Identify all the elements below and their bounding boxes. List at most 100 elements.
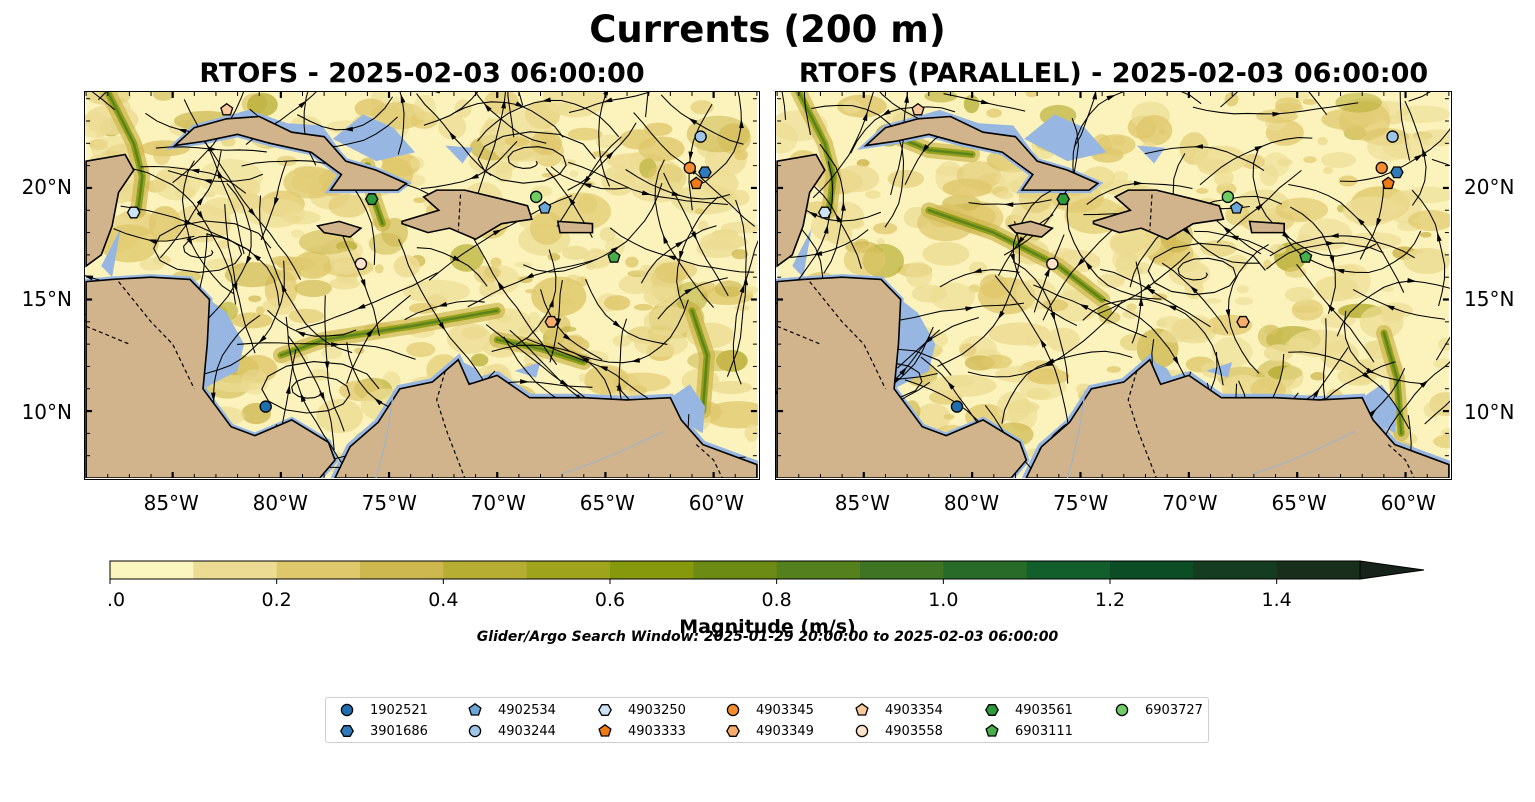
legend-item: 4903333 — [594, 721, 686, 741]
panel-title-rtofs-parallel: RTOFS (PARALLEL) - 2025-02-03 06:00:00 — [798, 58, 1429, 89]
colorbar-segment — [693, 561, 778, 579]
lat-tick-label-right: 10°N — [1464, 399, 1515, 424]
float-marker-6903727 — [529, 190, 543, 204]
legend-marker — [468, 724, 482, 738]
float-marker-4903345 — [1375, 161, 1388, 175]
legend-label: 3901686 — [370, 723, 428, 739]
float-marker-4902534 — [538, 201, 552, 214]
legend-item: 3901686 — [336, 721, 428, 741]
float-marker-4903333 — [1381, 176, 1395, 190]
hexagon-marker-icon — [726, 725, 740, 737]
pentagon-marker-icon — [985, 723, 999, 737]
legend-marker — [1115, 703, 1129, 717]
colorbar-segment — [1110, 561, 1194, 579]
legend-item: 4903244 — [464, 721, 556, 741]
lat-tick-label-left: 15°N — [21, 287, 72, 312]
circle-marker-icon — [855, 724, 869, 738]
legend-item: 4902534 — [464, 700, 556, 720]
float-marker-4903558 — [354, 257, 368, 271]
colorbar-segment — [1193, 561, 1278, 579]
legend-item: 4903345 — [722, 700, 814, 720]
float-marker-4903333 — [689, 176, 703, 190]
colorbar-tick-label: 1.0 — [928, 589, 958, 611]
hexagon-marker-icon — [598, 704, 612, 716]
lon-tick-label: 70°W — [470, 491, 526, 515]
legend-marker — [726, 703, 740, 717]
lon-tick-label: 70°W — [1162, 491, 1218, 515]
legend-item: 1902521 — [336, 700, 428, 720]
legend-marker — [726, 725, 740, 737]
legend-item: 6903111 — [981, 721, 1073, 741]
map-canvas — [85, 92, 758, 478]
lat-tick-label-left: 20°N — [21, 174, 72, 199]
hexagon-marker-icon — [340, 725, 354, 737]
colorbar-segment — [110, 561, 194, 579]
float-marker-4903244 — [1386, 130, 1399, 143]
float-marker-1902521 — [259, 400, 272, 413]
land-cuba — [863, 115, 1100, 191]
float-marker-4903354 — [220, 102, 234, 116]
land-cuba — [172, 115, 408, 191]
legend-item: 4903250 — [594, 700, 686, 720]
colorbar-tick-label: 1.2 — [1095, 589, 1125, 611]
colorbar-segment — [1276, 561, 1361, 579]
float-marker-4903345 — [683, 161, 697, 175]
float-marker-4902534 — [1229, 201, 1244, 214]
colorbar-tick-label: 1.4 — [1262, 589, 1292, 611]
legend-marker — [598, 704, 612, 716]
land-hispaniola — [1092, 189, 1225, 241]
float-marker-6903111 — [1299, 250, 1313, 263]
colorbar-segment — [860, 561, 944, 579]
land-puertoRico — [556, 220, 594, 234]
legend-marker — [855, 724, 869, 738]
legend-label: 1902521 — [370, 702, 428, 718]
land-puertoRico — [1248, 220, 1285, 234]
hexagon-marker-icon — [985, 704, 999, 716]
lon-tick-label: 60°W — [688, 491, 744, 515]
lon-tick-label: 60°W — [1380, 491, 1436, 515]
float-marker-4903244 — [694, 130, 707, 143]
colorbar-segment — [943, 561, 1028, 579]
legend-item: 6903727 — [1111, 700, 1203, 720]
pentagon-marker-icon — [598, 723, 612, 737]
colorbar-tick-label: 0.4 — [428, 589, 458, 611]
colorbar-extend-arrow — [1359, 560, 1425, 580]
legend-item: 4903349 — [722, 721, 814, 741]
lat-tick-label-right: 20°N — [1464, 174, 1515, 199]
land-yucatan — [776, 153, 826, 268]
lon-tick-label: 65°W — [1271, 491, 1327, 515]
float-marker-4903349 — [1236, 315, 1250, 328]
lat-tick-label-right: 15°N — [1464, 287, 1515, 312]
pentagon-marker-icon — [855, 702, 869, 716]
legend-label: 4903333 — [628, 723, 686, 739]
lat-tick-label-left: 10°N — [21, 399, 72, 424]
land-yucatan — [85, 153, 135, 268]
circle-marker-icon — [1115, 703, 1129, 717]
legend-label: 6903727 — [1145, 702, 1203, 718]
legend-label: 4903349 — [756, 723, 814, 739]
float-marker-3901686 — [698, 166, 712, 179]
colorbar-segment — [526, 561, 611, 579]
legend-marker — [985, 723, 999, 737]
legend-label: 6903111 — [1015, 723, 1073, 739]
legend-marker — [340, 725, 354, 737]
legend-label: 4903345 — [756, 702, 814, 718]
float-legend: 1902521 3901686 4902534 4903244 4903250 49033… — [325, 697, 1209, 743]
colorbar-tick-label: 0.8 — [762, 589, 792, 611]
float-marker-4903354 — [911, 102, 925, 116]
float-marker-4903561 — [364, 193, 379, 206]
float-marker-4903558 — [1046, 257, 1059, 271]
land-hispaniola — [401, 189, 533, 241]
lon-tick-label: 65°W — [579, 491, 635, 515]
float-marker-3901686 — [1389, 166, 1404, 179]
legend-marker — [855, 702, 869, 716]
colorbar-tick-label: 0.0 — [109, 589, 125, 611]
legend-item: 4903558 — [851, 721, 943, 741]
pentagon-marker-icon — [468, 702, 482, 716]
colorbar-segment — [1026, 561, 1111, 579]
land-jamaica — [316, 220, 363, 238]
figure-title: Currents (200 m) — [589, 8, 946, 51]
float-marker-4903250 — [126, 206, 141, 219]
legend-label: 4903354 — [885, 702, 943, 718]
colorbar-segment — [360, 561, 444, 579]
